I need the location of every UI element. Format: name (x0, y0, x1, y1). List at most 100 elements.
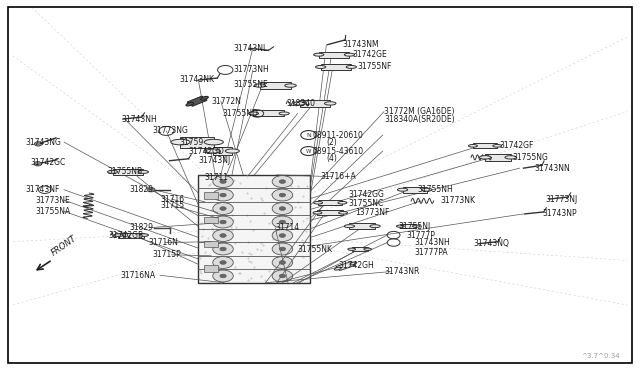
Ellipse shape (294, 102, 305, 105)
Text: 31715P: 31715P (152, 250, 181, 259)
Text: 31829: 31829 (129, 223, 154, 232)
Ellipse shape (364, 248, 371, 250)
Text: 31743NM: 31743NM (342, 40, 379, 49)
Text: 31755NG: 31755NG (512, 153, 548, 162)
Circle shape (272, 230, 292, 241)
Circle shape (220, 207, 227, 211)
Circle shape (279, 274, 285, 278)
Polygon shape (300, 100, 330, 107)
Polygon shape (260, 82, 291, 89)
Polygon shape (485, 154, 511, 161)
Ellipse shape (314, 201, 323, 204)
Text: 31715: 31715 (160, 201, 184, 210)
Circle shape (279, 234, 285, 237)
Text: 31716+A: 31716+A (320, 172, 356, 181)
Text: 31711: 31711 (205, 173, 229, 182)
Polygon shape (318, 200, 342, 205)
Ellipse shape (339, 211, 348, 214)
Circle shape (279, 261, 285, 264)
Text: 31755NK: 31755NK (298, 245, 333, 254)
Ellipse shape (254, 84, 266, 87)
Ellipse shape (248, 112, 259, 115)
Circle shape (220, 261, 227, 264)
Text: 31742GH: 31742GH (338, 262, 374, 270)
Ellipse shape (468, 144, 477, 147)
Text: 31743NH: 31743NH (122, 115, 157, 124)
Text: 31743NF: 31743NF (26, 185, 60, 194)
Text: 31755ND: 31755ND (223, 109, 259, 118)
Text: 08915-43610: 08915-43610 (312, 147, 364, 155)
Text: 31772N: 31772N (211, 97, 241, 106)
Text: 31716N: 31716N (148, 238, 179, 247)
Text: 31743NH: 31743NH (415, 238, 451, 247)
Ellipse shape (108, 170, 118, 173)
Circle shape (272, 189, 292, 201)
Polygon shape (403, 187, 427, 193)
Text: 31755NA: 31755NA (35, 207, 70, 216)
Text: 31743NG: 31743NG (26, 138, 61, 147)
Text: 31777PA: 31777PA (415, 248, 449, 257)
Text: 31742GC: 31742GC (31, 158, 66, 167)
Polygon shape (473, 143, 497, 148)
Ellipse shape (334, 267, 341, 270)
Text: N: N (306, 132, 311, 138)
Text: 31743NN: 31743NN (534, 164, 570, 173)
Text: 31742GF: 31742GF (499, 141, 534, 150)
Ellipse shape (350, 262, 357, 265)
Circle shape (272, 243, 292, 255)
Bar (204, 217, 218, 223)
Ellipse shape (324, 102, 336, 105)
Ellipse shape (140, 234, 148, 237)
Text: 31773NE: 31773NE (35, 196, 70, 205)
Circle shape (272, 203, 292, 215)
Circle shape (272, 176, 292, 187)
Text: 318340: 318340 (287, 99, 316, 108)
Circle shape (212, 230, 234, 241)
Ellipse shape (413, 225, 420, 227)
Text: 31772M (GA16DE): 31772M (GA16DE) (384, 107, 454, 116)
Circle shape (220, 274, 227, 278)
Ellipse shape (479, 155, 491, 159)
Ellipse shape (285, 84, 296, 87)
Bar (204, 241, 218, 247)
Polygon shape (319, 52, 349, 58)
Circle shape (212, 189, 234, 201)
Ellipse shape (186, 102, 194, 106)
Ellipse shape (204, 140, 223, 145)
Polygon shape (317, 210, 343, 215)
Circle shape (272, 270, 292, 282)
Text: 31743NQ: 31743NQ (474, 239, 509, 248)
Ellipse shape (493, 144, 502, 147)
Polygon shape (336, 262, 355, 270)
Text: 31743NL: 31743NL (234, 44, 268, 53)
Polygon shape (213, 147, 232, 155)
Text: 31777P: 31777P (406, 231, 435, 240)
Ellipse shape (344, 53, 355, 56)
Text: 31742GD: 31742GD (189, 147, 225, 155)
Circle shape (212, 243, 234, 255)
Ellipse shape (346, 65, 356, 68)
Circle shape (212, 176, 234, 187)
FancyBboxPatch shape (198, 175, 310, 283)
Ellipse shape (316, 65, 326, 68)
Text: 31773NG: 31773NG (152, 126, 188, 135)
Text: 31716NA: 31716NA (120, 271, 156, 280)
Text: 31742GE: 31742GE (352, 50, 387, 59)
Text: 31755NB: 31755NB (108, 167, 143, 176)
Text: (4): (4) (326, 154, 337, 163)
Text: 31755NE: 31755NE (234, 80, 268, 89)
Bar (204, 192, 218, 199)
Text: 31829: 31829 (129, 185, 154, 194)
Text: FRONT: FRONT (50, 234, 79, 257)
Text: W: W (306, 148, 311, 154)
Circle shape (279, 220, 285, 224)
Circle shape (272, 257, 292, 269)
Text: 318340A(SR20DE): 318340A(SR20DE) (384, 115, 454, 124)
Text: 31743NK: 31743NK (179, 76, 214, 84)
Text: 31773NJ: 31773NJ (545, 195, 577, 203)
Text: (2): (2) (326, 138, 337, 147)
Ellipse shape (314, 53, 324, 56)
Ellipse shape (338, 201, 347, 204)
Text: 31773NH: 31773NH (234, 65, 269, 74)
Circle shape (147, 187, 155, 192)
